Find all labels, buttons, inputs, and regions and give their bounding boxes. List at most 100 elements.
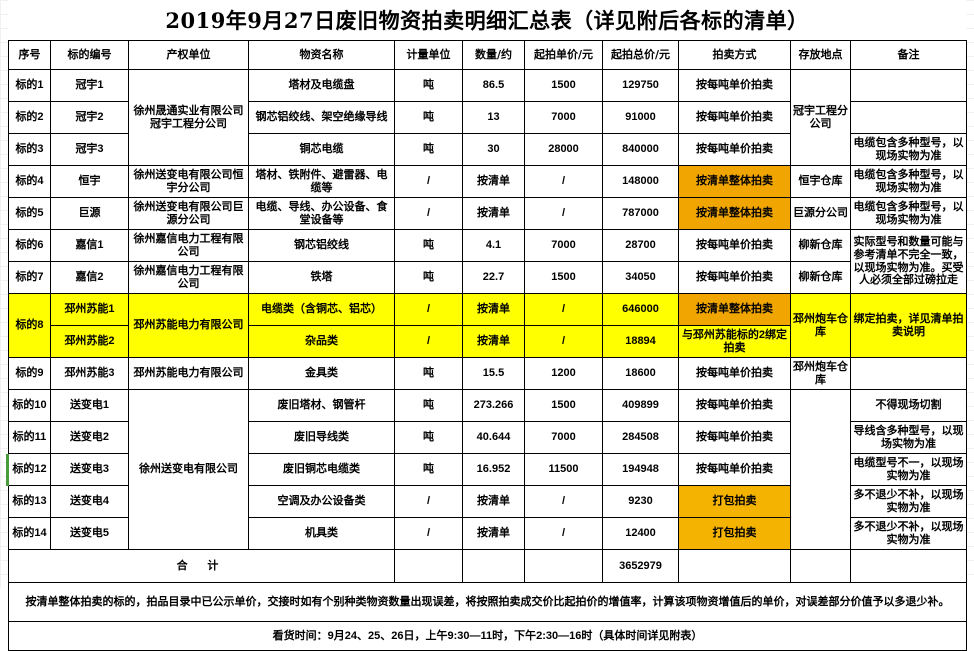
- total-amount: 3652979: [602, 549, 679, 583]
- total-location-cell: [790, 549, 851, 583]
- cell-price: 7000: [524, 101, 603, 134]
- cell-method: 打包拍卖: [678, 485, 791, 518]
- cell-location: 柳新仓库: [790, 229, 851, 262]
- cell-bid-no: 嘉信2: [50, 261, 129, 294]
- total-remark-cell: [850, 549, 967, 583]
- table-row: 标的9 邳州苏能3 邳州苏能电力有限公司 金具类吨 15.5 1200 18600 按每吨单价…: [8, 357, 967, 390]
- cell-bid-no: 邳州苏能3: [50, 357, 129, 390]
- cell-goods: 机具类: [248, 517, 395, 550]
- cell-goods: 塔材及电缆盘: [248, 69, 395, 102]
- cell-total: 194948: [602, 453, 679, 486]
- cell-unit: 吨: [394, 357, 463, 390]
- cell-unit: 吨: [394, 101, 463, 134]
- cell-bid-no: 送变电5: [50, 517, 129, 550]
- col-header-unit: 计量单位: [394, 40, 463, 70]
- col-header-price: 起拍单价/元: [524, 40, 603, 70]
- cell-unit: /: [394, 165, 463, 198]
- cell-location: 恒宇仓库: [790, 165, 851, 198]
- total-price-cell: [524, 549, 603, 583]
- auction-summary-table: 序号 标的编号 产权单位 物资名称 计量单位 数量/约 起拍单价/元 起拍总价/…: [8, 40, 967, 651]
- cell-price: /: [524, 517, 603, 550]
- cell-total: 9230: [602, 485, 679, 518]
- col-header-bid-no: 标的编号: [50, 40, 129, 70]
- cell-owner: 徐州嘉信电力工程有限公司: [128, 261, 249, 294]
- view-time-note: 看货时间：9月24、25、26日，上午9:30—11时，下午2:30—16时（具…: [8, 621, 967, 651]
- cell-remark: 绑定拍卖，详见清单拍卖说明: [850, 293, 967, 358]
- cell-location: 巨源分公司: [790, 197, 851, 230]
- total-unit-cell: [394, 549, 463, 583]
- cell-owner: 徐州送变电有限公司恒宇分公司: [128, 165, 249, 198]
- cell-bid-no: 冠宇1: [50, 69, 129, 102]
- cell-location: 邳州炮车仓库: [790, 357, 851, 390]
- cell-price: 7000: [524, 421, 603, 454]
- cell-qty: 15.5: [462, 357, 525, 390]
- cell-total: 840000: [602, 133, 679, 166]
- cell-unit: 吨: [394, 261, 463, 294]
- table-row: 标的5 巨源 徐州送变电有限公司巨源分公司 电缆、导线、办公设备、食堂设备等 / 按清单 /…: [8, 197, 967, 230]
- cell-method: 按每吨单价拍卖: [678, 421, 791, 454]
- cell-method: 打包拍卖: [678, 517, 791, 550]
- table-row: 标的7 嘉信2 徐州嘉信电力工程有限公司 铁塔吨 22.7 1500 34050 按每吨单价拍…: [8, 261, 967, 294]
- table-row: 标的2 冠宇2 钢芯铝绞线、架空绝缘导线吨 13 7000 91000 按每吨单价拍卖: [8, 101, 967, 134]
- cell-goods: 废旧铜芯电缆类: [248, 453, 395, 486]
- cell-unit: /: [394, 293, 463, 326]
- cell-qty: 273.266: [462, 389, 525, 422]
- cell-total: 148000: [602, 165, 679, 198]
- cell-location: [790, 389, 851, 550]
- cell-unit: /: [394, 325, 463, 358]
- cell-seq: 标的9: [8, 357, 51, 390]
- cell-method: 按每吨单价拍卖: [678, 69, 791, 102]
- cell-total: 34050: [602, 261, 679, 294]
- cell-remark: 多不退少不补，以现场实物为准: [850, 485, 967, 518]
- cell-goods: 电缆类（含铜芯、铝芯）: [248, 293, 395, 326]
- cell-remark: [850, 357, 967, 390]
- cell-unit: /: [394, 485, 463, 518]
- cell-remark: 实际型号和数量可能与参考清单不完全一致，以现场实物为准。买受人必须全部过磅拉走: [850, 229, 967, 294]
- cell-goods: 杂品类: [248, 325, 395, 358]
- cell-method: 按每吨单价拍卖: [678, 101, 791, 134]
- cell-qty: 4.1: [462, 229, 525, 262]
- cell-bid-no: 恒宇: [50, 165, 129, 198]
- cell-remark: [850, 69, 967, 102]
- cell-goods: 废旧导线类: [248, 421, 395, 454]
- cell-method: 按每吨单价拍卖: [678, 389, 791, 422]
- cell-bid-no: 送变电4: [50, 485, 129, 518]
- cell-bid-no: 冠宇2: [50, 101, 129, 134]
- cell-qty: 按清单: [462, 325, 525, 358]
- cell-bid-no: 送变电3: [50, 453, 129, 486]
- cell-bid-no: 嘉信1: [50, 229, 129, 262]
- cell-seq: 标的4: [8, 165, 51, 198]
- cell-goods: 铁塔: [248, 261, 395, 294]
- cell-goods: 电缆、导线、办公设备、食堂设备等: [248, 197, 395, 230]
- cell-remark: 电缆包含多种型号，以现场实物为准: [850, 133, 967, 166]
- cell-seq: 标的6: [8, 229, 51, 262]
- table-header: 序号 标的编号 产权单位 物资名称 计量单位 数量/约 起拍单价/元 起拍总价/…: [8, 40, 967, 70]
- cell-total: 284508: [602, 421, 679, 454]
- cell-remark: 多不退少不补，以现场实物为准: [850, 517, 967, 550]
- cell-price: 1500: [524, 69, 603, 102]
- cell-total: 91000: [602, 101, 679, 134]
- cell-total: 646000: [602, 293, 679, 326]
- cell-method: 按每吨单价拍卖: [678, 357, 791, 390]
- cell-owner: 邳州苏能电力有限公司: [128, 293, 249, 358]
- col-header-method: 拍卖方式: [678, 40, 791, 70]
- footer-note: 按清单整体拍卖的标的，拍品目录中已公示单价，交接时如有个别种类物资数量出现误差，…: [8, 582, 967, 622]
- cell-goods: 废旧塔材、钢管杆: [248, 389, 395, 422]
- cell-unit: 吨: [394, 69, 463, 102]
- cell-qty: 16.952: [462, 453, 525, 486]
- cell-price: /: [524, 197, 603, 230]
- cell-method: 与邳州苏能标的2绑定拍卖: [678, 325, 791, 358]
- cell-qty: 按清单: [462, 517, 525, 550]
- cell-owner: 徐州送变电有限公司巨源分公司: [128, 197, 249, 230]
- cell-method: 按每吨单价拍卖: [678, 133, 791, 166]
- header-row: 序号 标的编号 产权单位 物资名称 计量单位 数量/约 起拍单价/元 起拍总价/…: [8, 40, 967, 70]
- cell-price: /: [524, 165, 603, 198]
- cell-method: 按清单整体拍卖: [678, 197, 791, 230]
- total-row: 合 计 3652979: [8, 549, 967, 583]
- cell-method: 按清单整体拍卖: [678, 165, 791, 198]
- table-row: 标的14 送变电5 机具类 / 按清单/12400 打包拍卖 多不退少不补，以现场实物为准: [8, 517, 967, 550]
- cell-unit: 吨: [394, 453, 463, 486]
- cell-unit: 吨: [394, 421, 463, 454]
- cell-bid-no: 送变电1: [50, 389, 129, 422]
- cell-price: /: [524, 293, 603, 326]
